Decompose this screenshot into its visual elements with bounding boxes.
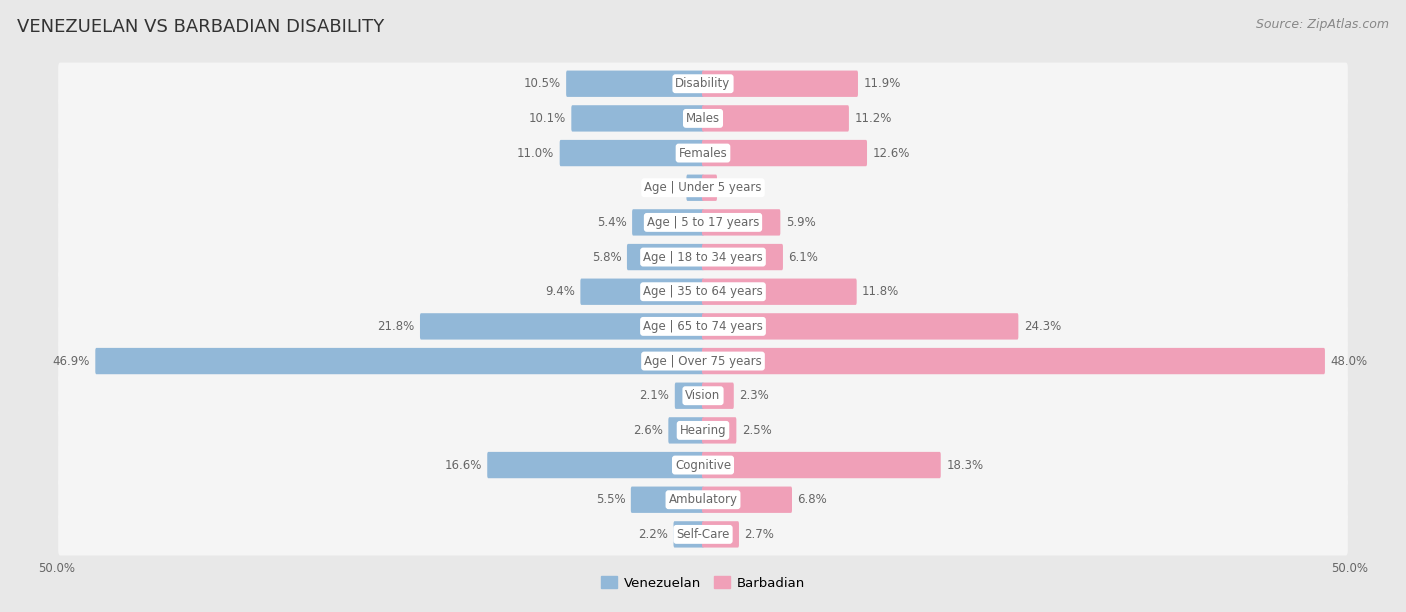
- FancyBboxPatch shape: [58, 513, 1348, 556]
- FancyBboxPatch shape: [58, 479, 1348, 521]
- FancyBboxPatch shape: [58, 62, 1348, 105]
- FancyBboxPatch shape: [702, 487, 792, 513]
- Text: Source: ZipAtlas.com: Source: ZipAtlas.com: [1256, 18, 1389, 31]
- Text: Self-Care: Self-Care: [676, 528, 730, 541]
- Text: 2.5%: 2.5%: [742, 424, 772, 437]
- FancyBboxPatch shape: [673, 521, 704, 548]
- Text: 12.6%: 12.6%: [873, 146, 910, 160]
- FancyBboxPatch shape: [96, 348, 704, 374]
- FancyBboxPatch shape: [702, 278, 856, 305]
- Text: Hearing: Hearing: [679, 424, 727, 437]
- Text: 16.6%: 16.6%: [444, 458, 482, 472]
- FancyBboxPatch shape: [702, 452, 941, 478]
- FancyBboxPatch shape: [627, 244, 704, 271]
- Text: 18.3%: 18.3%: [946, 458, 983, 472]
- FancyBboxPatch shape: [702, 209, 780, 236]
- FancyBboxPatch shape: [668, 417, 704, 444]
- Text: Age | 35 to 64 years: Age | 35 to 64 years: [643, 285, 763, 298]
- Text: 2.6%: 2.6%: [633, 424, 662, 437]
- Text: 21.8%: 21.8%: [377, 320, 415, 333]
- Text: 1.0%: 1.0%: [723, 181, 752, 194]
- Text: Age | 18 to 34 years: Age | 18 to 34 years: [643, 250, 763, 264]
- Text: 10.1%: 10.1%: [529, 112, 565, 125]
- FancyBboxPatch shape: [702, 521, 740, 548]
- FancyBboxPatch shape: [567, 70, 704, 97]
- Text: 2.2%: 2.2%: [638, 528, 668, 541]
- FancyBboxPatch shape: [702, 70, 858, 97]
- Text: 11.2%: 11.2%: [855, 112, 891, 125]
- FancyBboxPatch shape: [58, 166, 1348, 209]
- Text: 24.3%: 24.3%: [1024, 320, 1062, 333]
- Legend: Venezuelan, Barbadian: Venezuelan, Barbadian: [596, 571, 810, 595]
- FancyBboxPatch shape: [58, 340, 1348, 382]
- Text: 9.4%: 9.4%: [546, 285, 575, 298]
- Text: 48.0%: 48.0%: [1330, 354, 1368, 368]
- FancyBboxPatch shape: [702, 348, 1324, 374]
- FancyBboxPatch shape: [58, 271, 1348, 313]
- Text: Males: Males: [686, 112, 720, 125]
- Text: 10.5%: 10.5%: [523, 77, 561, 90]
- Text: 2.3%: 2.3%: [740, 389, 769, 402]
- FancyBboxPatch shape: [58, 409, 1348, 452]
- Text: 2.1%: 2.1%: [640, 389, 669, 402]
- FancyBboxPatch shape: [58, 375, 1348, 417]
- Text: Age | Under 5 years: Age | Under 5 years: [644, 181, 762, 194]
- FancyBboxPatch shape: [702, 417, 737, 444]
- Text: Ambulatory: Ambulatory: [668, 493, 738, 506]
- FancyBboxPatch shape: [633, 209, 704, 236]
- FancyBboxPatch shape: [58, 444, 1348, 486]
- FancyBboxPatch shape: [702, 140, 868, 166]
- FancyBboxPatch shape: [675, 382, 704, 409]
- Text: 11.9%: 11.9%: [863, 77, 901, 90]
- Text: 5.9%: 5.9%: [786, 216, 815, 229]
- FancyBboxPatch shape: [58, 97, 1348, 140]
- FancyBboxPatch shape: [702, 174, 717, 201]
- Text: 1.2%: 1.2%: [651, 181, 681, 194]
- Text: 5.5%: 5.5%: [596, 493, 626, 506]
- FancyBboxPatch shape: [571, 105, 704, 132]
- Text: 6.8%: 6.8%: [797, 493, 827, 506]
- Text: VENEZUELAN VS BARBADIAN DISABILITY: VENEZUELAN VS BARBADIAN DISABILITY: [17, 18, 384, 36]
- Text: 11.0%: 11.0%: [517, 146, 554, 160]
- Text: 46.9%: 46.9%: [52, 354, 90, 368]
- Text: 2.7%: 2.7%: [744, 528, 775, 541]
- Text: Females: Females: [679, 146, 727, 160]
- FancyBboxPatch shape: [702, 313, 1018, 340]
- Text: Age | Over 75 years: Age | Over 75 years: [644, 354, 762, 368]
- FancyBboxPatch shape: [58, 236, 1348, 278]
- FancyBboxPatch shape: [58, 201, 1348, 244]
- FancyBboxPatch shape: [420, 313, 704, 340]
- FancyBboxPatch shape: [686, 174, 704, 201]
- FancyBboxPatch shape: [488, 452, 704, 478]
- Text: Disability: Disability: [675, 77, 731, 90]
- Text: 11.8%: 11.8%: [862, 285, 900, 298]
- FancyBboxPatch shape: [58, 305, 1348, 348]
- FancyBboxPatch shape: [581, 278, 704, 305]
- FancyBboxPatch shape: [560, 140, 704, 166]
- FancyBboxPatch shape: [702, 244, 783, 271]
- FancyBboxPatch shape: [702, 382, 734, 409]
- FancyBboxPatch shape: [702, 105, 849, 132]
- Text: Age | 5 to 17 years: Age | 5 to 17 years: [647, 216, 759, 229]
- FancyBboxPatch shape: [631, 487, 704, 513]
- Text: Age | 65 to 74 years: Age | 65 to 74 years: [643, 320, 763, 333]
- FancyBboxPatch shape: [58, 132, 1348, 174]
- Text: 6.1%: 6.1%: [789, 250, 818, 264]
- Text: Cognitive: Cognitive: [675, 458, 731, 472]
- Text: 5.4%: 5.4%: [598, 216, 627, 229]
- Text: Vision: Vision: [685, 389, 721, 402]
- Text: 5.8%: 5.8%: [592, 250, 621, 264]
